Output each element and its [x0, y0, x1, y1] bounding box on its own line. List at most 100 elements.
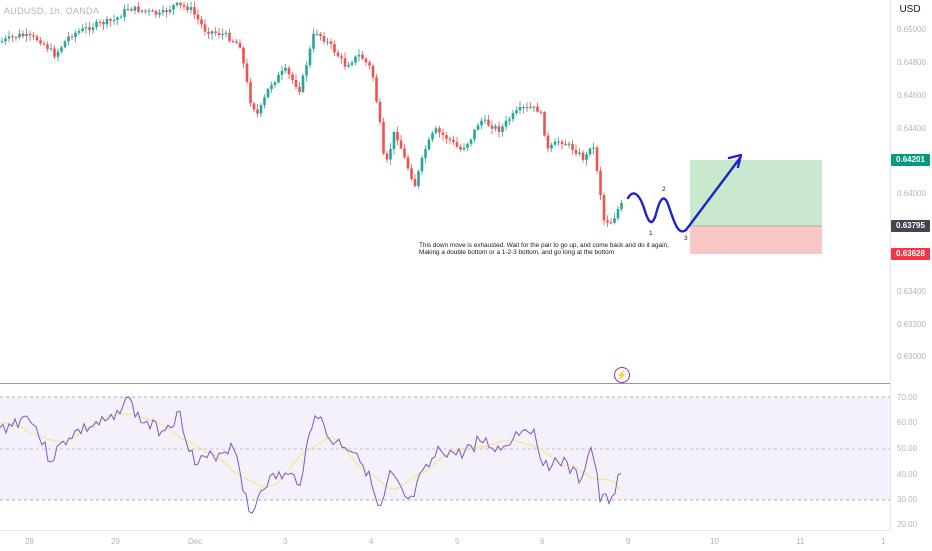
candle-body [343, 58, 347, 67]
candle-body [417, 171, 420, 187]
rsi-label: 50.00 [897, 444, 918, 453]
candle-body [560, 141, 564, 145]
price-label: 0.64600 [897, 91, 926, 100]
candle-body [403, 148, 406, 158]
candle-body [60, 47, 63, 52]
candle-body [438, 128, 441, 133]
price-label: 0.63400 [897, 287, 926, 296]
candle-body [214, 31, 217, 33]
price-label: 0.63200 [897, 320, 926, 329]
price-label: 0.65000 [897, 25, 926, 34]
candle-body [203, 24, 207, 32]
candle-body [301, 75, 305, 93]
candle-body [476, 125, 480, 130]
candle-body [413, 178, 417, 187]
candle-body [280, 70, 284, 75]
wave-label-3: 3 [684, 235, 688, 242]
candle-body [175, 2, 179, 6]
candle-body [7, 36, 11, 39]
target-zone [690, 160, 822, 226]
candle-body [378, 101, 382, 123]
candle-body [228, 32, 231, 41]
candle-body [67, 36, 70, 42]
candle-body [179, 2, 182, 5]
candle-body [46, 44, 49, 50]
candle-body [382, 122, 385, 154]
candle-body [350, 62, 354, 65]
candle-body [308, 48, 312, 66]
candle-body [224, 32, 228, 35]
candle-body [119, 16, 123, 18]
candle-body [312, 33, 315, 49]
candle-body [56, 51, 60, 57]
time-axis[interactable]: 28 29 Dec 3 4 5 6 9 10 11 1 [0, 530, 890, 551]
candle-body [616, 209, 620, 219]
price-label: 0.64000 [897, 189, 926, 198]
rsi-chart[interactable] [0, 385, 890, 530]
candle-body [371, 65, 375, 78]
candle-body [294, 79, 298, 87]
candle-body [581, 152, 585, 160]
rsi-label: 60.00 [897, 418, 918, 427]
time-label: 11 [796, 537, 805, 546]
candle-body [410, 168, 413, 179]
candle-body [91, 27, 95, 31]
candlesticks [0, 1, 623, 228]
candle-body [235, 41, 238, 43]
candle-body [406, 157, 410, 169]
candle-body [347, 64, 350, 67]
candle-body [32, 35, 35, 37]
candle-body [532, 106, 536, 108]
candle-body [238, 42, 242, 48]
rsi-band [0, 397, 890, 500]
candle-body [21, 33, 25, 37]
candle-body [473, 129, 476, 140]
candle-body [161, 10, 165, 13]
price-chart[interactable] [0, 0, 890, 383]
candle-body [207, 31, 210, 34]
candle-body [385, 153, 389, 160]
candle-body [112, 19, 116, 21]
candle-body [336, 52, 340, 57]
candle-body [14, 37, 18, 39]
time-label: 5 [455, 537, 460, 546]
candle-body [182, 4, 186, 7]
candle-body [448, 138, 452, 140]
time-label: 9 [626, 537, 631, 546]
bolt-icon[interactable]: ⚡ [614, 367, 630, 383]
symbol-title[interactable]: AUDUSD, 1h, OANDA [4, 6, 100, 16]
candle-body [508, 119, 511, 121]
candle-body [567, 143, 571, 145]
candle-body [469, 139, 473, 144]
candle-body [431, 132, 434, 140]
wave-label-1: 1 [649, 230, 653, 237]
candle-body [63, 41, 67, 48]
candle-body [357, 54, 361, 57]
candle-body [536, 106, 539, 112]
candle-body [109, 19, 112, 21]
currency-selector[interactable]: USD [899, 4, 921, 15]
pane-divider[interactable] [0, 383, 932, 384]
candle-body [490, 125, 494, 129]
candle-body [273, 82, 277, 85]
candle-body [599, 170, 602, 195]
candle-body [186, 6, 189, 10]
candle-body [172, 5, 175, 10]
candle-body [130, 8, 133, 11]
candle-body [494, 126, 497, 129]
candle-body [270, 84, 273, 89]
candle-body [452, 139, 455, 143]
candle-body [483, 119, 487, 121]
current-price-tag: 0.63795 [891, 220, 930, 232]
candle-body [459, 146, 462, 150]
candle-body [249, 81, 252, 104]
candle-body [326, 41, 329, 43]
price-axis[interactable]: 0.65000 0.64800 0.64600 0.64400 0.64000 … [890, 0, 932, 530]
candle-body [140, 10, 144, 12]
arrow-head-icon [727, 153, 743, 169]
candle-body [200, 19, 203, 25]
candle-body [564, 144, 567, 146]
candle-body [70, 36, 74, 38]
candle-body [546, 135, 550, 149]
candle-body [553, 141, 557, 145]
